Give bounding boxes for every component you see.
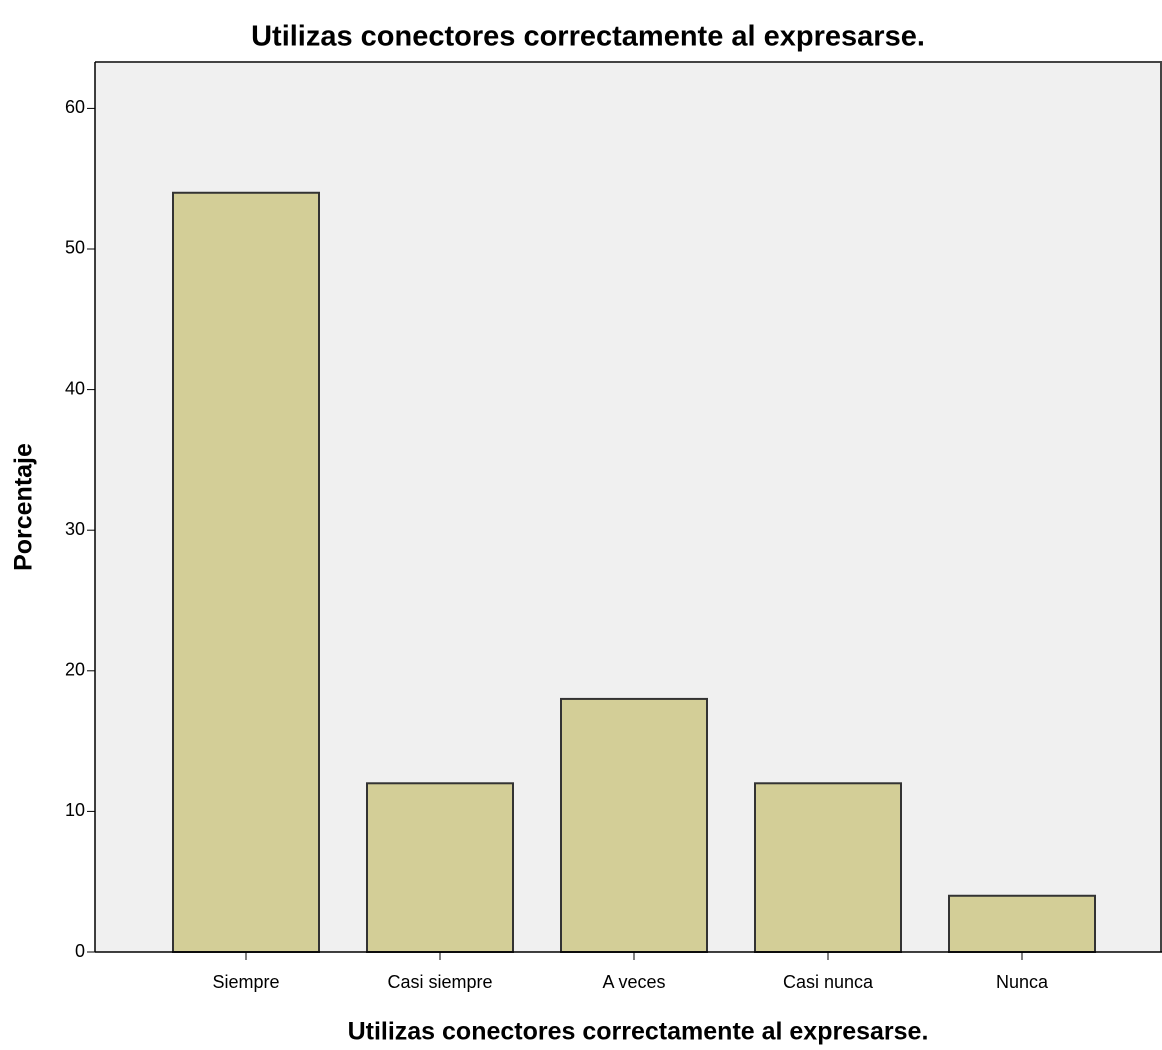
y-tick-label: 10	[65, 800, 85, 820]
chart-title: Utilizas conectores correctamente al exp…	[251, 21, 925, 53]
y-axis-label: Porcentaje	[10, 443, 38, 571]
bar	[754, 782, 902, 953]
y-tick-label: 60	[65, 97, 85, 117]
x-tick-label: Nunca	[996, 972, 1049, 992]
bar	[172, 191, 320, 953]
y-tick-label: 0	[75, 941, 85, 961]
y-tick-label: 50	[65, 238, 85, 258]
x-tick-label: Casi nunca	[783, 972, 874, 992]
bar	[948, 894, 1096, 954]
x-tick-label: A veces	[602, 972, 665, 992]
bar	[366, 782, 514, 953]
x-axis-label: Utilizas conectores correctamente al exp…	[348, 1018, 929, 1046]
y-tick-label: 20	[65, 660, 85, 680]
x-tick-label: Siempre	[212, 972, 279, 992]
x-tick-label: Casi siempre	[387, 972, 492, 992]
bar	[560, 697, 708, 953]
y-tick-label: 40	[65, 378, 85, 398]
y-tick-label: 30	[65, 519, 85, 539]
